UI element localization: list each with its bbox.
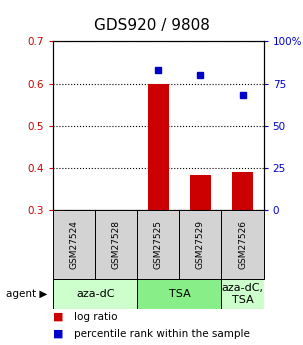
- Bar: [232, 172, 253, 210]
- Text: percentile rank within the sample: percentile rank within the sample: [74, 329, 250, 339]
- Bar: [95, 210, 137, 279]
- Text: GSM27526: GSM27526: [238, 220, 247, 269]
- Text: GSM27528: GSM27528: [112, 220, 121, 269]
- Text: log ratio: log ratio: [74, 312, 118, 322]
- Bar: [137, 279, 221, 309]
- Text: aza-dC,
TSA: aza-dC, TSA: [221, 283, 264, 305]
- Text: GDS920 / 9808: GDS920 / 9808: [94, 18, 209, 33]
- Bar: [53, 210, 95, 279]
- Text: aza-dC: aza-dC: [76, 289, 115, 299]
- Text: TSA: TSA: [168, 289, 190, 299]
- Text: ■: ■: [53, 329, 64, 339]
- Text: GSM27525: GSM27525: [154, 220, 163, 269]
- Bar: [221, 279, 264, 309]
- Bar: [221, 210, 264, 279]
- Text: agent ▶: agent ▶: [5, 289, 47, 299]
- Text: GSM27529: GSM27529: [196, 220, 205, 269]
- Bar: [148, 84, 169, 210]
- Bar: [53, 279, 137, 309]
- Text: ■: ■: [53, 312, 64, 322]
- Text: GSM27524: GSM27524: [70, 220, 78, 269]
- Bar: [137, 210, 179, 279]
- Bar: [179, 210, 221, 279]
- Bar: [190, 175, 211, 210]
